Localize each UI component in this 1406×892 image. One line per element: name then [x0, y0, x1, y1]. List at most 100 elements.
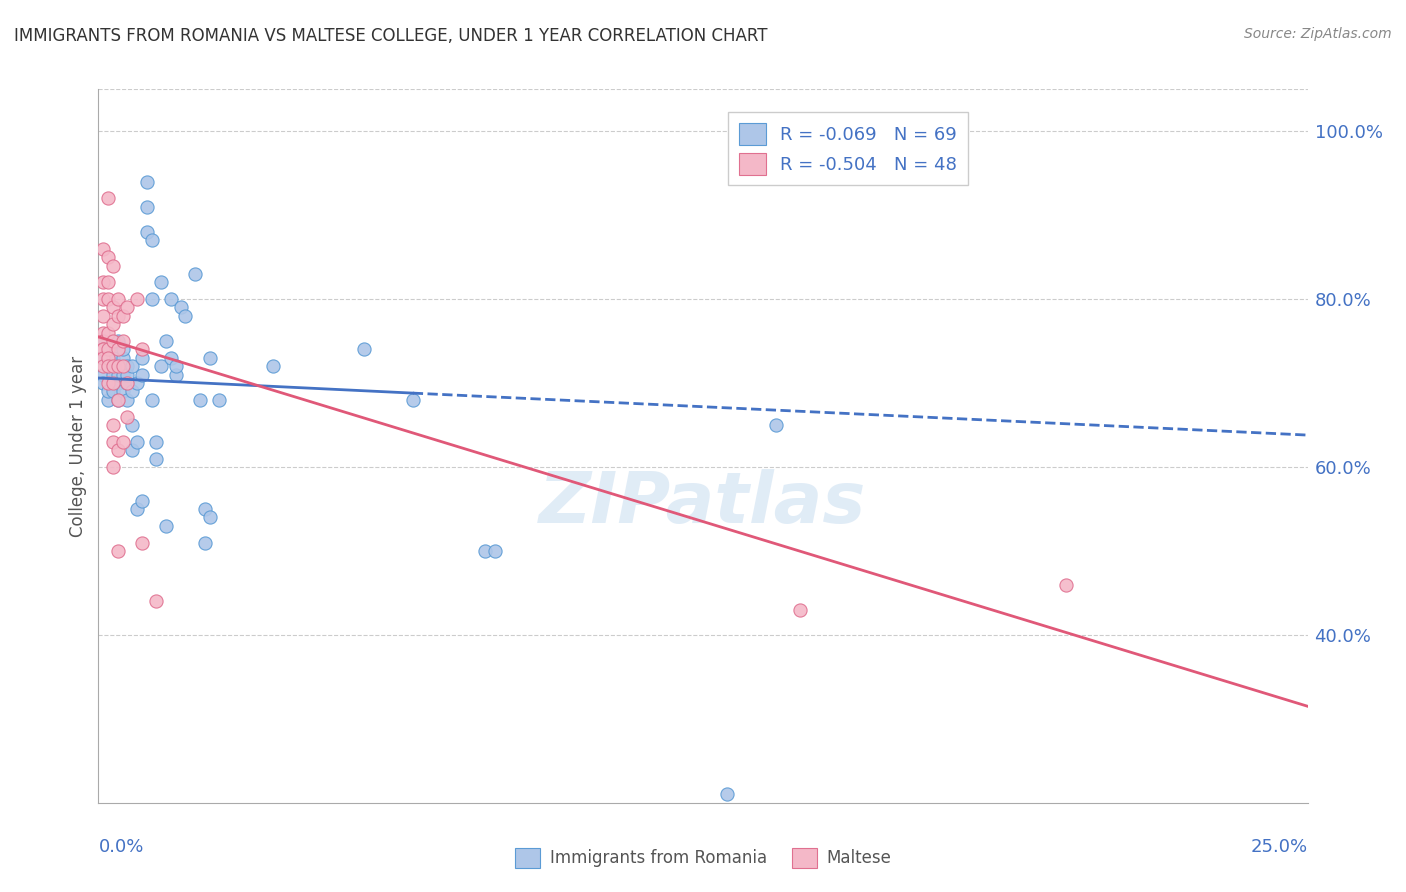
Point: [117, 376, 139, 390]
Point: [107, 334, 129, 348]
Point: [107, 343, 129, 357]
Point: [111, 384, 134, 399]
Point: [127, 292, 149, 306]
Point: [121, 417, 143, 432]
Point: [111, 359, 134, 374]
Point: [127, 376, 149, 390]
Point: [121, 359, 143, 374]
Point: [194, 535, 217, 549]
Point: [121, 443, 143, 458]
Point: [107, 359, 129, 374]
Text: IMMIGRANTS FROM ROMANIA VS MALTESE COLLEGE, UNDER 1 YEAR CORRELATION CHART: IMMIGRANTS FROM ROMANIA VS MALTESE COLLE…: [14, 27, 768, 45]
Point: [765, 417, 787, 432]
Point: [91, 275, 114, 289]
Point: [97, 292, 120, 306]
Point: [91, 343, 114, 357]
Point: [91, 368, 114, 382]
Point: [91, 351, 114, 365]
Point: [97, 392, 120, 407]
Point: [188, 392, 211, 407]
Point: [117, 368, 139, 382]
Point: [107, 309, 129, 323]
Legend: R = -0.069   N = 69, R = -0.504   N = 48: R = -0.069 N = 69, R = -0.504 N = 48: [728, 112, 969, 186]
Point: [91, 326, 114, 340]
Legend: Immigrants from Romania, Maltese: Immigrants from Romania, Maltese: [508, 841, 898, 875]
Point: [150, 359, 173, 374]
Point: [111, 334, 134, 348]
Point: [101, 384, 124, 399]
Point: [91, 309, 114, 323]
Point: [111, 343, 134, 357]
Point: [135, 200, 157, 214]
Point: [184, 267, 207, 281]
Point: [107, 443, 129, 458]
Point: [111, 309, 134, 323]
Point: [135, 175, 157, 189]
Point: [165, 368, 187, 382]
Point: [127, 502, 149, 516]
Point: [101, 460, 124, 475]
Point: [174, 309, 197, 323]
Point: [101, 351, 124, 365]
Point: [97, 250, 120, 264]
Point: [716, 788, 738, 802]
Text: ZIPatlas: ZIPatlas: [540, 468, 866, 538]
Point: [101, 334, 124, 348]
Point: [97, 326, 120, 340]
Point: [101, 417, 124, 432]
Point: [262, 359, 284, 374]
Point: [789, 603, 811, 617]
Point: [101, 259, 124, 273]
Text: 0.0%: 0.0%: [98, 838, 143, 856]
Point: [101, 301, 124, 315]
Point: [117, 359, 139, 374]
Point: [169, 301, 191, 315]
Point: [165, 359, 187, 374]
Point: [91, 359, 114, 374]
Y-axis label: College, Under 1 year: College, Under 1 year: [69, 355, 87, 537]
Point: [117, 392, 139, 407]
Point: [91, 242, 114, 256]
Point: [101, 376, 124, 390]
Point: [141, 292, 163, 306]
Point: [484, 544, 506, 558]
Point: [91, 292, 114, 306]
Point: [101, 434, 124, 449]
Point: [101, 318, 124, 332]
Point: [194, 502, 217, 516]
Point: [135, 225, 157, 239]
Point: [117, 301, 139, 315]
Point: [107, 368, 129, 382]
Point: [155, 334, 177, 348]
Point: [141, 233, 163, 247]
Point: [97, 359, 120, 374]
Point: [111, 434, 134, 449]
Point: [97, 376, 120, 390]
Point: [101, 343, 124, 357]
Point: [160, 351, 183, 365]
Point: [160, 292, 183, 306]
Point: [117, 409, 139, 424]
Point: [97, 351, 120, 365]
Text: Source: ZipAtlas.com: Source: ZipAtlas.com: [1244, 27, 1392, 41]
Point: [97, 343, 120, 357]
Point: [131, 368, 153, 382]
Point: [127, 434, 149, 449]
Point: [208, 392, 231, 407]
Text: 25.0%: 25.0%: [1250, 838, 1308, 856]
Point: [97, 275, 120, 289]
Point: [107, 359, 129, 374]
Point: [111, 351, 134, 365]
Point: [145, 434, 167, 449]
Point: [474, 544, 496, 558]
Point: [131, 535, 153, 549]
Point: [131, 493, 153, 508]
Point: [111, 368, 134, 382]
Point: [141, 392, 163, 407]
Point: [107, 392, 129, 407]
Point: [97, 191, 120, 205]
Point: [155, 518, 177, 533]
Point: [107, 376, 129, 390]
Point: [402, 392, 425, 407]
Point: [101, 359, 124, 374]
